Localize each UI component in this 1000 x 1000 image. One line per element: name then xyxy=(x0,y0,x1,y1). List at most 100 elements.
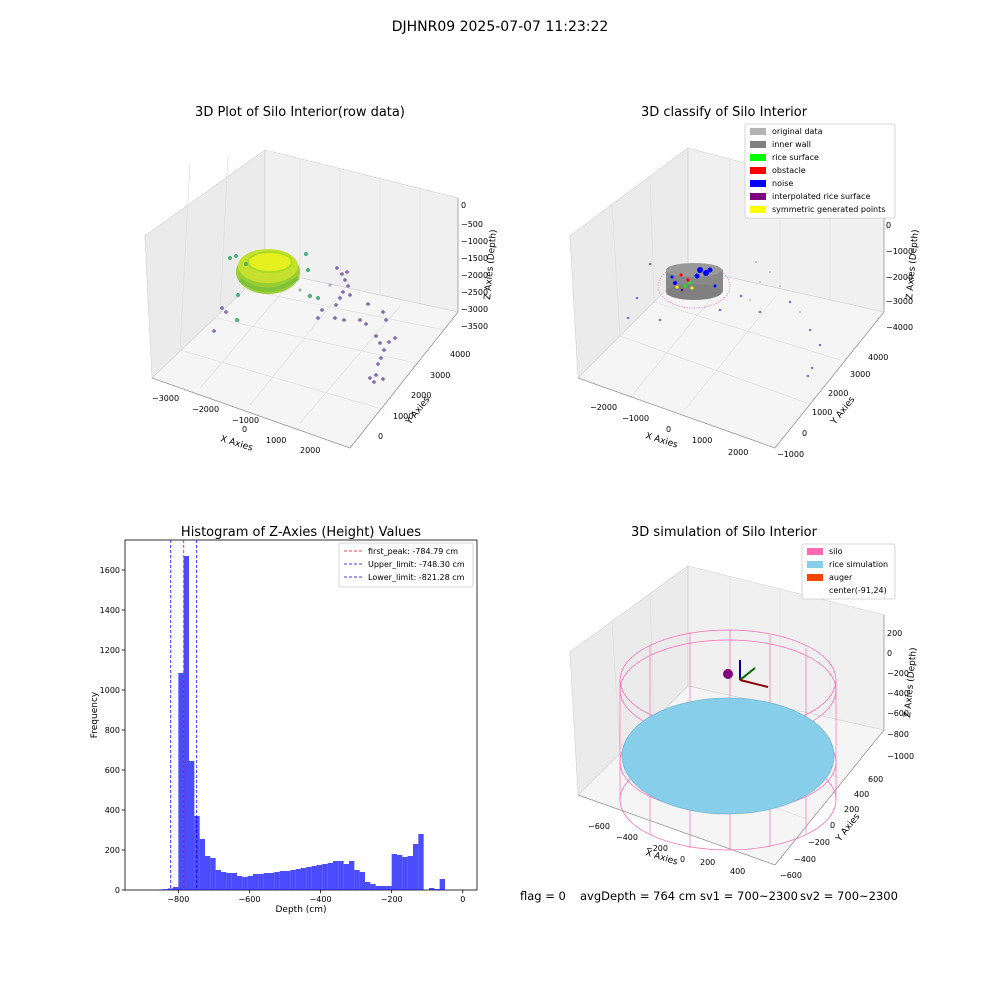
p4-ztick: 200 xyxy=(887,629,902,638)
p4-xtick: 0 xyxy=(680,855,685,864)
panel4-center-markers xyxy=(723,660,769,688)
p2-ytick: 3000 xyxy=(850,370,870,379)
legend-label: noise xyxy=(772,179,793,188)
p1-xtick: −1000 xyxy=(232,416,259,425)
histogram-ytick-label: 800 xyxy=(105,726,120,735)
histogram-bar xyxy=(402,857,408,890)
histogram-bar xyxy=(343,864,349,890)
legend-entry: center(-91,24) xyxy=(829,586,887,595)
p1-xtick: 0 xyxy=(242,425,247,434)
panel4-xticks: −600 −400 −200 0 200 400 xyxy=(588,822,745,876)
histogram-bar xyxy=(391,854,397,890)
histogram-ytick-label: 0 xyxy=(115,886,120,895)
p4-ytick: 200 xyxy=(844,805,859,814)
p2-ytick: 2000 xyxy=(828,389,848,398)
histogram-bar xyxy=(439,879,445,890)
panel2-title: 3D classify of Silo Interior xyxy=(641,105,808,120)
status-flag: flag = 0 xyxy=(520,889,566,903)
histogram-xtick-label: −600 xyxy=(238,895,260,904)
p1-ztick: −1500 xyxy=(461,254,488,263)
histogram-bar xyxy=(333,861,339,890)
legend-label: center(-91,24) xyxy=(829,586,887,595)
legend-entry: inner wall xyxy=(750,140,811,149)
p2-xtick: 0 xyxy=(666,425,671,434)
p2-xtick: 2000 xyxy=(728,448,748,457)
legend-label: rice simulation xyxy=(829,560,888,569)
histogram-bar xyxy=(429,888,435,890)
status-sv1: sv1 = 700~2300 xyxy=(700,889,798,903)
legend-swatch xyxy=(750,128,766,135)
histogram-bar xyxy=(370,884,376,890)
legend-entry: auger xyxy=(807,573,853,582)
histogram-bar xyxy=(311,866,317,890)
p1-ztick: −2500 xyxy=(461,288,488,297)
legend-swatch xyxy=(807,561,823,568)
histogram-ylabel: Frequency xyxy=(90,691,100,738)
panel1-zticks: 0 −500 −1000 −1500 −2000 −2500 −3000 −35… xyxy=(461,201,488,331)
histogram-bar xyxy=(221,872,227,890)
histogram-bar xyxy=(263,873,269,890)
p4-ytick: 0 xyxy=(830,821,835,830)
panel2-xlabel: X Axies xyxy=(644,431,679,450)
histogram-bar xyxy=(269,873,275,890)
legend-label: silo xyxy=(829,547,843,556)
panel4-ylabel: Y Axies xyxy=(834,812,863,845)
histogram-bar xyxy=(407,856,413,890)
p4-xtick: 400 xyxy=(730,867,745,876)
histogram-xtick-label: 0 xyxy=(460,895,465,904)
p2-ytick: 4000 xyxy=(868,353,888,362)
panel-simulation-3d: 3D simulation of Silo Interior xyxy=(569,525,919,880)
histogram-ytick-label: 1400 xyxy=(100,606,120,615)
status-avg-depth: avgDepth = 764 cm xyxy=(580,889,696,903)
panel1-axes-box xyxy=(144,149,459,449)
histogram-bar xyxy=(381,886,387,890)
p2-ztick: 0 xyxy=(886,221,891,230)
panel-classify-3d: 3D classify of Silo Interior −2000 −1000… xyxy=(569,105,921,459)
panel4-zlabel: Z Axies (Depth) xyxy=(903,647,919,718)
p4-ztick: −800 xyxy=(887,730,909,739)
legend-entry: original data xyxy=(750,127,823,136)
p4-ytick: 600 xyxy=(868,775,883,784)
legend-label: rice surface xyxy=(772,153,819,162)
histogram-bar xyxy=(199,839,205,890)
p4-xtick: 200 xyxy=(700,858,715,867)
p2-xtick: −1000 xyxy=(622,414,649,423)
histogram-xtick-label: −800 xyxy=(167,895,189,904)
legend-entry: rice simulation xyxy=(807,560,888,569)
histogram-bar xyxy=(327,863,333,890)
panel4-title: 3D simulation of Silo Interior xyxy=(631,525,818,540)
legend-swatch xyxy=(750,167,766,174)
histogram-bar xyxy=(210,858,216,890)
p1-ztick: −2000 xyxy=(461,271,488,280)
legend-swatch xyxy=(750,141,766,148)
histogram-bar xyxy=(375,886,381,890)
legend-entry: silo xyxy=(807,547,843,556)
histogram-xtick-label: −400 xyxy=(310,895,332,904)
histogram-ytick-label: 1600 xyxy=(100,566,120,575)
legend-swatch xyxy=(807,574,823,581)
legend-entry: obstacle xyxy=(750,166,806,175)
status-sv2: sv2 = 700~2300 xyxy=(800,889,898,903)
histogram-bar xyxy=(178,673,184,890)
p1-xtick: 1000 xyxy=(266,436,286,445)
p4-ztick: 0 xyxy=(887,649,892,658)
p4-ztick: −200 xyxy=(887,669,909,678)
histogram-title: Histogram of Z-Axies (Height) Values xyxy=(181,525,421,540)
p1-ytick: 4000 xyxy=(450,350,470,359)
histogram-bar xyxy=(434,889,440,890)
p4-ztick: −1000 xyxy=(887,752,914,761)
legend-swatch xyxy=(750,206,766,213)
legend-swatch xyxy=(750,180,766,187)
legend-entry: interpolated rice surface xyxy=(750,192,870,201)
panel2-zticks: 0 −1000 −2000 −3000 −4000 xyxy=(886,221,913,332)
legend-entry: noise xyxy=(750,179,793,188)
histogram-legend-label: Lower_limit: -821.28 cm xyxy=(368,573,465,582)
legend-label: obstacle xyxy=(772,166,806,175)
histogram-bar xyxy=(306,867,312,890)
histogram-bar xyxy=(386,886,392,890)
histogram-bar xyxy=(162,889,168,890)
histogram-bar xyxy=(349,861,355,890)
legend-entry: symmetric generated points xyxy=(750,205,885,214)
histogram-bar xyxy=(189,761,195,890)
